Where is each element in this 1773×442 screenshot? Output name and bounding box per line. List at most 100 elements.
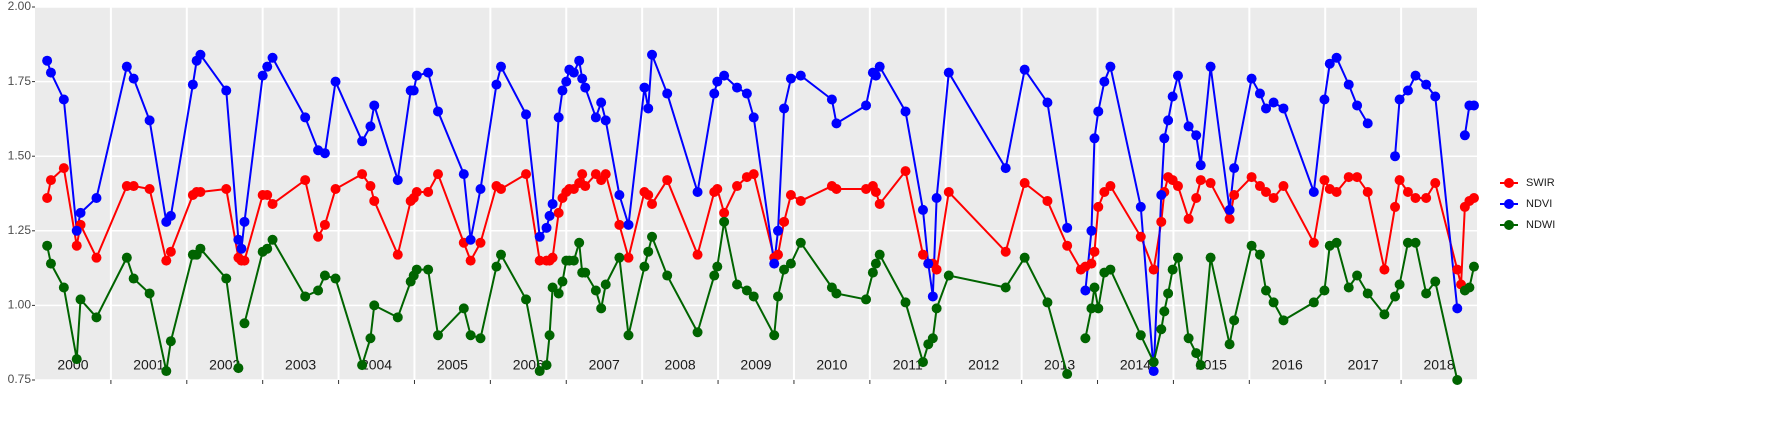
data-point (1205, 252, 1216, 263)
data-point (1379, 264, 1390, 275)
x-tick-label: 2011 (893, 357, 923, 373)
data-point (748, 112, 759, 123)
data-point (1148, 357, 1159, 368)
data-point (1390, 151, 1401, 162)
data-point (1019, 64, 1030, 75)
data-point (1019, 252, 1030, 263)
data-point (943, 67, 954, 78)
data-point (1172, 181, 1183, 192)
data-point (392, 312, 403, 323)
data-point (712, 184, 723, 195)
data-point (411, 70, 422, 81)
data-point (943, 187, 954, 198)
data-point (1394, 279, 1405, 290)
data-point (1159, 306, 1170, 317)
data-point (1093, 106, 1104, 117)
data-point (1089, 282, 1100, 293)
data-point (547, 252, 558, 263)
data-point (580, 82, 591, 93)
data-point (161, 366, 172, 377)
data-point (369, 195, 380, 206)
data-point (357, 169, 368, 180)
data-point (577, 169, 588, 180)
data-point (785, 258, 796, 269)
x-tick-label: 2010 (816, 357, 847, 373)
data-point (1172, 252, 1183, 263)
data-point (433, 106, 444, 117)
data-point (1080, 333, 1091, 344)
data-point (1362, 288, 1373, 299)
data-point (534, 231, 545, 242)
data-point (779, 103, 790, 114)
data-point (596, 97, 607, 108)
data-point (91, 252, 102, 263)
data-point (1468, 100, 1479, 111)
data-point (590, 285, 601, 296)
data-point (1308, 237, 1319, 248)
data-point (712, 261, 723, 272)
data-point (1362, 187, 1373, 198)
data-point (1086, 258, 1097, 269)
data-point (521, 109, 532, 120)
data-point (1352, 172, 1363, 183)
data-point (1430, 276, 1441, 287)
data-point (1042, 97, 1053, 108)
data-point (639, 82, 650, 93)
data-point (195, 49, 206, 60)
data-point (1099, 76, 1110, 87)
data-point (709, 88, 720, 99)
data-point (1402, 187, 1413, 198)
data-point (1135, 201, 1146, 212)
data-point (709, 270, 720, 281)
data-point (712, 76, 723, 87)
data-point (741, 88, 752, 99)
data-point (1468, 192, 1479, 203)
data-point (614, 189, 625, 200)
data-point (785, 189, 796, 200)
data-point (58, 282, 69, 293)
data-point (1352, 270, 1363, 281)
x-tick-label: 2008 (665, 357, 696, 373)
data-point (1172, 70, 1183, 81)
data-point (458, 169, 469, 180)
data-point (195, 187, 206, 198)
data-point (1394, 175, 1405, 186)
data-point (1324, 58, 1335, 69)
data-point (1452, 264, 1463, 275)
data-point (1390, 291, 1401, 302)
data-point (1089, 133, 1100, 144)
data-point (1278, 181, 1289, 192)
data-point (1229, 315, 1240, 326)
data-point (319, 219, 330, 230)
x-tick-label: 2017 (1348, 357, 1379, 373)
data-point (1394, 94, 1405, 105)
data-point (1156, 324, 1167, 335)
legend-label: NDVI (1526, 198, 1552, 210)
data-point (867, 267, 878, 278)
data-point (741, 285, 752, 296)
data-point (732, 181, 743, 192)
data-point (574, 55, 585, 66)
data-point (874, 249, 885, 260)
data-point (1183, 213, 1194, 224)
data-point (557, 276, 568, 287)
data-point (1062, 369, 1073, 380)
data-point (561, 76, 572, 87)
data-point (1105, 61, 1116, 72)
data-point (874, 198, 885, 209)
data-point (1229, 189, 1240, 200)
data-point (943, 270, 954, 281)
data-point (1452, 375, 1463, 385)
x-tick-label: 2009 (740, 357, 771, 373)
data-point (300, 175, 311, 186)
data-point (257, 70, 268, 81)
data-point (769, 330, 780, 341)
y-tick-label: 1.75 (8, 74, 32, 88)
data-point (826, 94, 837, 105)
data-point (870, 70, 881, 81)
data-point (1148, 264, 1159, 275)
data-point (1421, 288, 1432, 299)
data-point (1261, 103, 1272, 114)
data-point (1159, 133, 1170, 144)
data-point (1224, 204, 1235, 215)
